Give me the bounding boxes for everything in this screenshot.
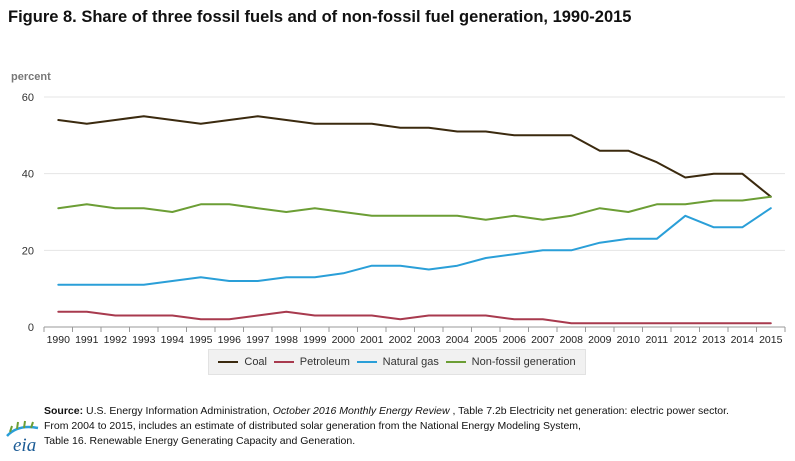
legend-item-non-fossil: Non-fossil generation: [445, 356, 576, 368]
y-tick-label: 20: [22, 245, 34, 257]
source-line-2: From 2004 to 2015, includes an estimate …: [44, 420, 581, 432]
source-text: U.S. Energy Information Administration,: [86, 405, 273, 417]
legend-swatch-non-fossil: [445, 361, 466, 363]
x-tick-label: 2000: [332, 334, 356, 346]
eia-logo: eia: [4, 420, 42, 456]
source-line-3: Table 16. Renewable Energy Generating Ca…: [44, 435, 356, 447]
legend-label-non-fossil: Non-fossil generation: [471, 356, 576, 368]
legend-item-petroleum: Petroleum: [273, 356, 350, 368]
legend-swatch-petroleum: [273, 361, 294, 363]
x-tick-label: 2015: [759, 334, 783, 346]
line-chart: percent 0 20 40 60 1990 1991 1992 1993 1994 1995…: [11, 71, 786, 346]
chart-title: Figure 8. Share of three fossil fuels an…: [8, 8, 632, 26]
x-tick-label: 2012: [674, 334, 698, 346]
x-tick-label: 2011: [645, 334, 668, 346]
x-axis: [43, 326, 786, 332]
x-tick-label: 2013: [702, 334, 726, 346]
x-tick-label: 1992: [104, 334, 128, 346]
x-axis-ticks: 1990 1991 1992 1993 1994 1995 1996 1997 1998 1999…: [47, 334, 783, 346]
series-line-coal: [57, 115, 772, 198]
x-tick-label: 2007: [531, 334, 555, 346]
x-tick-label: 1999: [303, 334, 327, 346]
legend: Coal Petroleum Natural gas Non-fossil ge…: [208, 349, 586, 375]
x-tick-label: 2002: [389, 334, 413, 346]
series-line-petroleum: [57, 310, 772, 325]
y-axis-ticks: 0 20 40 60: [22, 92, 34, 334]
x-tick-label: 1993: [132, 334, 156, 346]
legend-label-petroleum: Petroleum: [299, 356, 350, 368]
x-tick-label: 1996: [218, 334, 242, 346]
legend-item-natural-gas: Natural gas: [356, 356, 439, 368]
x-tick-label: 2008: [560, 334, 584, 346]
x-tick-label: 1994: [161, 334, 185, 346]
legend-label-coal: Coal: [244, 356, 267, 368]
series-line-non-fossil-generation: [57, 195, 772, 221]
x-tick-label: 1991: [75, 334, 99, 346]
eia-logo-text: eia: [13, 435, 37, 456]
legend-swatch-coal: [218, 361, 239, 363]
x-tick-label: 2003: [417, 334, 441, 346]
legend-label-natural-gas: Natural gas: [382, 356, 439, 368]
x-tick-label: 2009: [588, 334, 612, 346]
x-tick-label: 1990: [47, 334, 71, 346]
eia-logo-icon: [6, 420, 39, 437]
y-tick-label: 40: [22, 169, 34, 181]
y-axis-label: percent: [11, 71, 51, 83]
series-lines: [57, 115, 772, 325]
source-label: Source:: [44, 405, 84, 417]
legend-swatch-natural-gas: [356, 361, 377, 363]
x-tick-label: 2005: [474, 334, 498, 346]
x-tick-label: 2010: [617, 334, 641, 346]
source-table: , Table 7.2b Electricity net generation:…: [449, 405, 729, 417]
y-tick-label: 60: [22, 92, 34, 104]
x-tick-label: 2006: [503, 334, 527, 346]
y-tick-label: 0: [28, 322, 34, 334]
x-tick-label: 2014: [731, 334, 755, 346]
x-tick-label: 1995: [189, 334, 213, 346]
gridlines: [44, 96, 785, 251]
x-tick-label: 1998: [275, 334, 299, 346]
x-tick-label: 1997: [246, 334, 270, 346]
legend-item-coal: Coal: [218, 356, 267, 368]
x-tick-label: 2001: [360, 334, 384, 346]
source-publication: October 2016 Monthly Energy Review: [272, 405, 450, 417]
x-tick-label: 2004: [446, 334, 470, 346]
series-line-natural-gas: [57, 207, 772, 286]
source-note: Source: U.S. Energy Information Administ…: [44, 404, 789, 449]
source-line-1: Source: U.S. Energy Information Administ…: [44, 404, 789, 419]
